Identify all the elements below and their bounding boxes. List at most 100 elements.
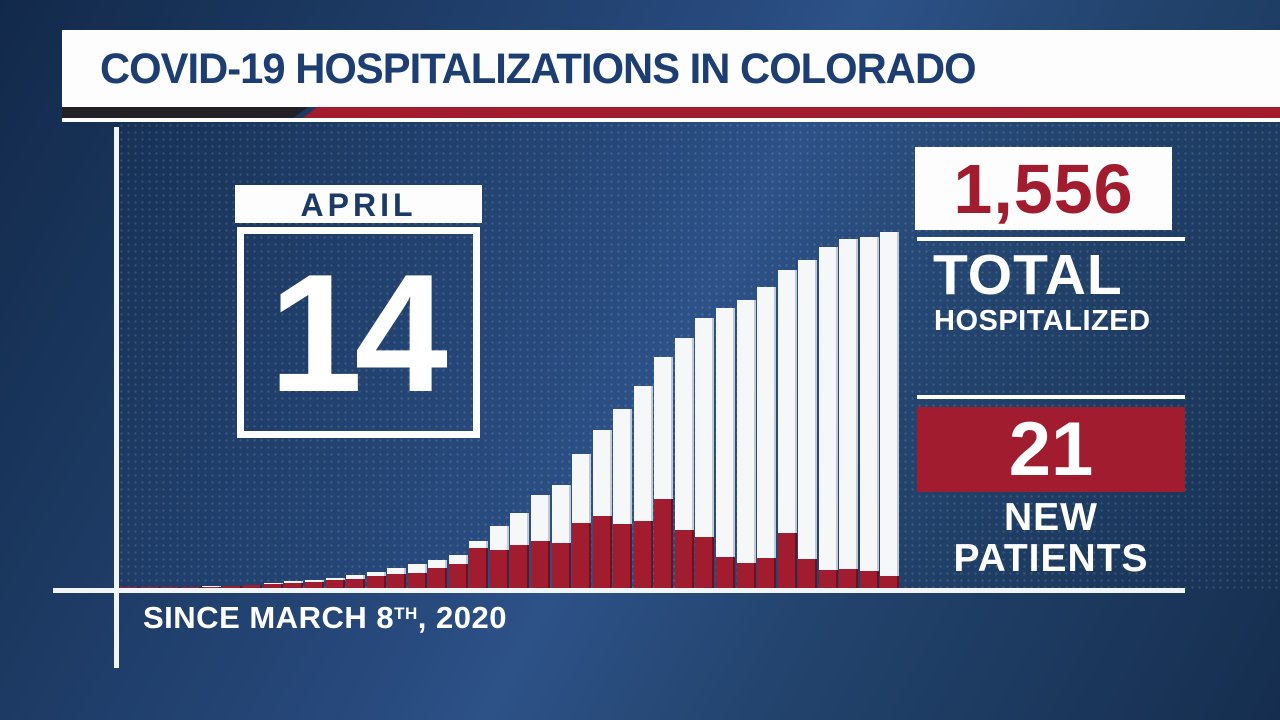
bar-new-patients: [263, 584, 283, 588]
bar-column: [120, 228, 139, 588]
bar-new-patients: [798, 558, 818, 588]
bar-new-patients: [222, 585, 242, 588]
footnote-ordinal: TH: [394, 604, 418, 623]
bar-column: [654, 228, 674, 588]
bar-column: [489, 228, 509, 588]
bar-column: [592, 228, 612, 588]
new-label: NEW: [1004, 496, 1098, 539]
bar-new-patients: [243, 585, 263, 588]
bar-new-patients: [633, 521, 653, 588]
bar-total-hospitalized: [695, 318, 715, 588]
bar-column: [284, 228, 304, 588]
new-patients-value-box: 21: [917, 407, 1185, 492]
bar-column: [880, 228, 900, 588]
bar-new-patients: [736, 562, 756, 588]
bar-column: [222, 228, 242, 588]
bar-column: [695, 228, 715, 588]
bar-new-patients: [366, 576, 386, 588]
bar-new-patients: [551, 542, 571, 588]
bar-column: [757, 228, 777, 588]
bar-column: [202, 228, 222, 588]
total-label: TOTAL: [933, 243, 1123, 307]
bar-column: [346, 228, 366, 588]
title-banner: [62, 30, 1280, 107]
bar-new-patients: [531, 541, 550, 588]
bar-new-patients: [654, 498, 674, 588]
new-patients-value: 21: [1008, 407, 1094, 492]
bar-column: [551, 228, 571, 588]
bar-new-patients: [880, 576, 900, 588]
bar-column: [531, 228, 550, 588]
bar-total-hospitalized: [736, 300, 756, 588]
bar-column: [818, 228, 838, 588]
since-date-footnote: SINCE MARCH 8TH, 2020: [143, 600, 507, 636]
bar-total-hospitalized: [818, 246, 838, 588]
bar-new-patients: [859, 570, 879, 588]
bar-new-patients: [346, 578, 366, 588]
bar-column: [428, 228, 448, 588]
bar-column: [140, 228, 160, 588]
bar-new-patients: [120, 587, 139, 588]
bar-total-hospitalized: [674, 337, 694, 588]
bar-column: [613, 228, 633, 588]
total-hospitalized-value-box: 1,556: [915, 147, 1172, 230]
calendar-day-box: 14: [237, 227, 480, 438]
chart-baseline: [53, 588, 1185, 593]
bar-new-patients: [448, 564, 468, 588]
bar-new-patients: [818, 569, 838, 588]
bar-new-patients: [140, 587, 160, 588]
bar-new-patients: [284, 582, 304, 588]
calendar-day-number: 14: [269, 238, 448, 427]
bar-column: [839, 228, 859, 588]
footnote-prefix: SINCE MARCH 8: [143, 600, 395, 635]
bar-column: [469, 228, 489, 588]
bar-column: [325, 228, 345, 588]
bar-new-patients: [715, 557, 735, 588]
bar-new-patients: [695, 537, 715, 588]
bar-column: [736, 228, 756, 588]
bar-new-patients: [839, 569, 859, 588]
bar-new-patients: [572, 522, 592, 588]
bar-column: [572, 228, 592, 588]
bar-new-patients: [674, 529, 694, 588]
bar-column: [777, 228, 797, 588]
bar-new-patients: [325, 580, 345, 588]
bar-column: [715, 228, 735, 588]
bar-total-hospitalized: [777, 270, 797, 588]
bar-new-patients: [387, 573, 407, 588]
bar-total-hospitalized: [715, 308, 735, 588]
bar-chart: [120, 228, 901, 588]
bar-column: [366, 228, 386, 588]
bar-total-hospitalized: [798, 259, 818, 588]
bar-column: [263, 228, 283, 588]
bar-new-patients: [304, 581, 324, 588]
bar-new-patients: [613, 524, 633, 588]
footnote-suffix: , 2020: [417, 600, 507, 635]
bar-column: [859, 228, 879, 588]
bar-column: [243, 228, 263, 588]
bar-column: [674, 228, 694, 588]
bar-column: [387, 228, 407, 588]
bar-total-hospitalized: [880, 232, 900, 588]
page-title: COVID-19 HOSPITALIZATIONS IN COLORADO: [100, 45, 977, 93]
total-hospitalized-value: 1,556: [953, 149, 1134, 228]
hospitalized-label: HOSPITALIZED: [934, 305, 1151, 337]
banner-underline: [62, 118, 1280, 122]
bar-column: [407, 228, 427, 588]
bar-total-hospitalized: [839, 238, 859, 588]
bar-new-patients: [181, 586, 201, 588]
bar-new-patients: [161, 587, 181, 588]
bar-column: [161, 228, 181, 588]
bar-total-hospitalized: [757, 286, 777, 588]
bar-total-hospitalized: [859, 236, 879, 588]
banner-stripe-red: [303, 107, 1280, 118]
bar-column: [181, 228, 201, 588]
bar-column: [633, 228, 653, 588]
bar-new-patients: [202, 586, 222, 588]
bar-new-patients: [592, 516, 612, 588]
calendar-month-label: APRIL: [235, 185, 482, 223]
divider-line-middle: [917, 395, 1185, 399]
divider-line-top: [917, 237, 1185, 241]
bar-column: [304, 228, 324, 588]
